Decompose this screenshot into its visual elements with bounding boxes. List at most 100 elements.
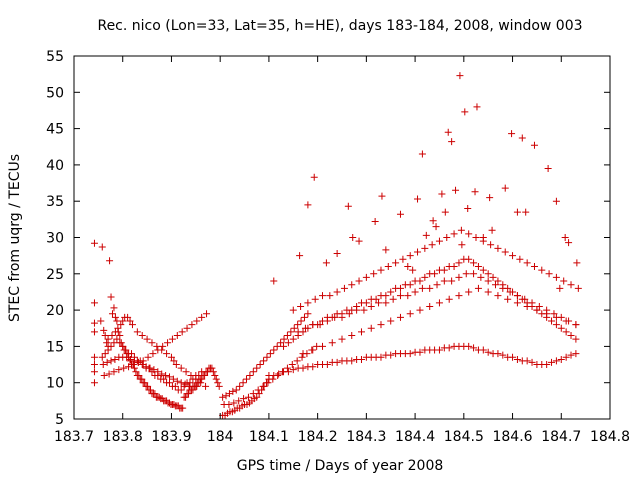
data-point	[270, 371, 278, 379]
data-point	[299, 364, 307, 372]
data-point	[523, 302, 531, 310]
data-point	[124, 313, 132, 321]
data-point	[160, 375, 168, 383]
data-point	[418, 284, 426, 292]
data-point	[435, 346, 443, 354]
data-point	[214, 379, 222, 387]
data-point	[232, 386, 240, 394]
data-point	[382, 246, 390, 254]
data-point	[288, 361, 296, 369]
x-axis-label: GPS time / Days of year 2008	[237, 458, 444, 474]
data-point	[311, 295, 319, 303]
data-point	[396, 284, 404, 292]
data-point	[168, 335, 176, 343]
data-point	[119, 342, 127, 350]
data-point	[494, 292, 502, 300]
data-point	[242, 375, 250, 383]
data-point	[406, 281, 414, 289]
data-point	[528, 299, 536, 307]
data-point	[348, 357, 356, 365]
data-point	[164, 339, 172, 347]
data-point	[254, 386, 262, 394]
data-point	[127, 350, 135, 358]
data-point	[387, 351, 395, 359]
data-point	[178, 328, 186, 336]
data-point	[319, 342, 327, 350]
data-point	[504, 295, 512, 303]
data-point	[114, 324, 122, 332]
y-tick-label: 20	[46, 303, 64, 319]
data-point	[562, 328, 570, 336]
data-point	[522, 208, 530, 216]
data-point	[416, 348, 424, 356]
data-point	[338, 335, 346, 343]
data-point	[455, 292, 463, 300]
data-point	[362, 299, 370, 307]
data-point	[348, 281, 356, 289]
x-tick-label: 183.8	[103, 429, 143, 445]
data-point	[450, 263, 458, 271]
data-point	[552, 321, 560, 329]
data-point	[195, 371, 203, 379]
data-point	[338, 313, 346, 321]
data-point	[90, 361, 98, 369]
data-point	[108, 332, 116, 340]
data-point	[138, 332, 146, 340]
data-point	[513, 299, 521, 307]
data-point	[309, 363, 317, 371]
data-point	[367, 302, 375, 310]
data-point	[404, 263, 412, 271]
data-point	[90, 239, 98, 247]
data-point	[528, 358, 536, 366]
data-point	[470, 344, 478, 352]
data-point	[211, 371, 219, 379]
data-point	[432, 223, 440, 231]
data-point	[465, 255, 473, 263]
data-point	[518, 134, 526, 142]
data-point	[122, 346, 130, 354]
data-point	[284, 339, 292, 347]
x-tick-label: 184.7	[541, 429, 581, 445]
data-point	[264, 379, 272, 387]
data-point	[98, 353, 106, 361]
data-point	[106, 257, 114, 265]
data-point	[284, 368, 292, 376]
data-point	[90, 319, 98, 327]
data-point	[163, 350, 171, 358]
data-point	[378, 192, 386, 200]
data-point	[100, 326, 108, 334]
data-point	[404, 292, 412, 300]
data-point	[472, 234, 480, 241]
data-point	[158, 370, 166, 378]
data-point	[107, 342, 115, 350]
data-point	[530, 141, 538, 149]
data-point	[521, 295, 529, 303]
data-point	[185, 390, 193, 398]
data-point	[445, 295, 453, 303]
data-point	[331, 313, 339, 321]
data-point	[494, 350, 502, 358]
data-point	[470, 270, 478, 278]
data-point	[560, 277, 568, 285]
data-point	[552, 357, 560, 365]
data-point	[377, 353, 385, 361]
data-point	[130, 364, 138, 372]
data-point	[90, 353, 98, 361]
data-point	[513, 292, 521, 300]
data-point	[110, 368, 118, 376]
data-point	[545, 270, 553, 278]
data-point	[462, 270, 470, 278]
data-point	[452, 186, 460, 194]
data-point	[414, 248, 422, 256]
data-point	[235, 397, 243, 405]
data-point	[225, 400, 233, 408]
data-point	[97, 317, 105, 325]
data-point	[572, 335, 580, 343]
data-point	[301, 324, 309, 332]
data-point	[486, 194, 494, 202]
data-point	[187, 371, 195, 379]
data-point	[90, 328, 98, 336]
data-point	[530, 263, 538, 271]
data-point	[396, 292, 404, 300]
